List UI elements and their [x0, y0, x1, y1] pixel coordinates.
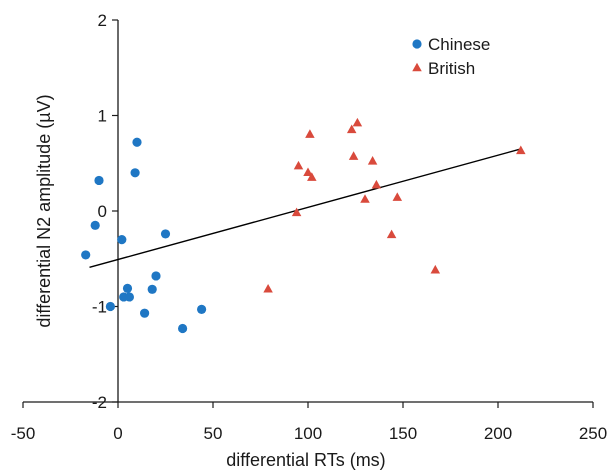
data-point-british — [360, 194, 370, 203]
data-point-chinese — [117, 235, 127, 245]
data-point-british — [371, 179, 382, 189]
data-point-chinese — [147, 284, 157, 294]
y-tick-label: 0 — [98, 202, 107, 221]
y-tick-label: 1 — [98, 107, 107, 126]
data-point-british — [305, 129, 315, 138]
legend: Chinese British — [412, 35, 490, 78]
data-point-british — [516, 145, 526, 155]
data-point-british — [303, 167, 313, 177]
legend-label-british: British — [428, 59, 475, 78]
data-points-layer — [81, 117, 526, 334]
data-point-chinese — [124, 292, 134, 302]
data-point-chinese — [151, 271, 161, 281]
x-tick-label: 200 — [484, 424, 512, 443]
trendline-layer — [89, 148, 521, 269]
data-point-british — [430, 264, 441, 274]
x-tick-label: 0 — [113, 424, 122, 443]
trendline — [89, 148, 521, 269]
x-tick-label: 50 — [204, 424, 223, 443]
data-point-chinese — [140, 308, 150, 318]
data-point-chinese — [90, 220, 100, 230]
data-point-british — [386, 229, 397, 239]
x-tick-label: 150 — [389, 424, 417, 443]
legend-label-chinese: Chinese — [428, 35, 490, 54]
y-tick-label: 2 — [98, 11, 107, 30]
data-point-chinese — [130, 168, 140, 178]
data-point-british — [392, 192, 403, 201]
data-point-british — [346, 124, 357, 134]
data-point-british — [293, 160, 304, 170]
x-tick-label: 100 — [294, 424, 322, 443]
x-axis-title: differential RTs (ms) — [226, 450, 385, 470]
data-point-chinese — [132, 137, 142, 147]
data-point-chinese — [178, 323, 188, 334]
data-point-chinese — [122, 283, 133, 293]
data-point-british — [352, 117, 363, 127]
x-tick-label: -50 — [11, 424, 36, 443]
data-point-chinese — [160, 229, 171, 239]
x-axis-ticks: -50 0 50 100 150 200 250 — [11, 402, 607, 443]
data-point-british — [263, 284, 273, 293]
x-tick-label: 250 — [579, 424, 607, 443]
y-axis-title: differential N2 amplitude (µV) — [34, 94, 54, 327]
data-point-british — [307, 172, 317, 181]
data-point-chinese — [105, 301, 115, 312]
y-tick-label: -1 — [92, 298, 107, 317]
data-point-british — [367, 156, 378, 165]
data-point-chinese — [94, 175, 104, 186]
data-point-chinese — [81, 250, 91, 260]
data-point-british — [291, 207, 302, 217]
legend-marker-chinese — [412, 39, 422, 49]
legend-marker-british — [412, 62, 422, 72]
data-point-chinese — [197, 304, 207, 314]
data-point-british — [348, 151, 359, 160]
